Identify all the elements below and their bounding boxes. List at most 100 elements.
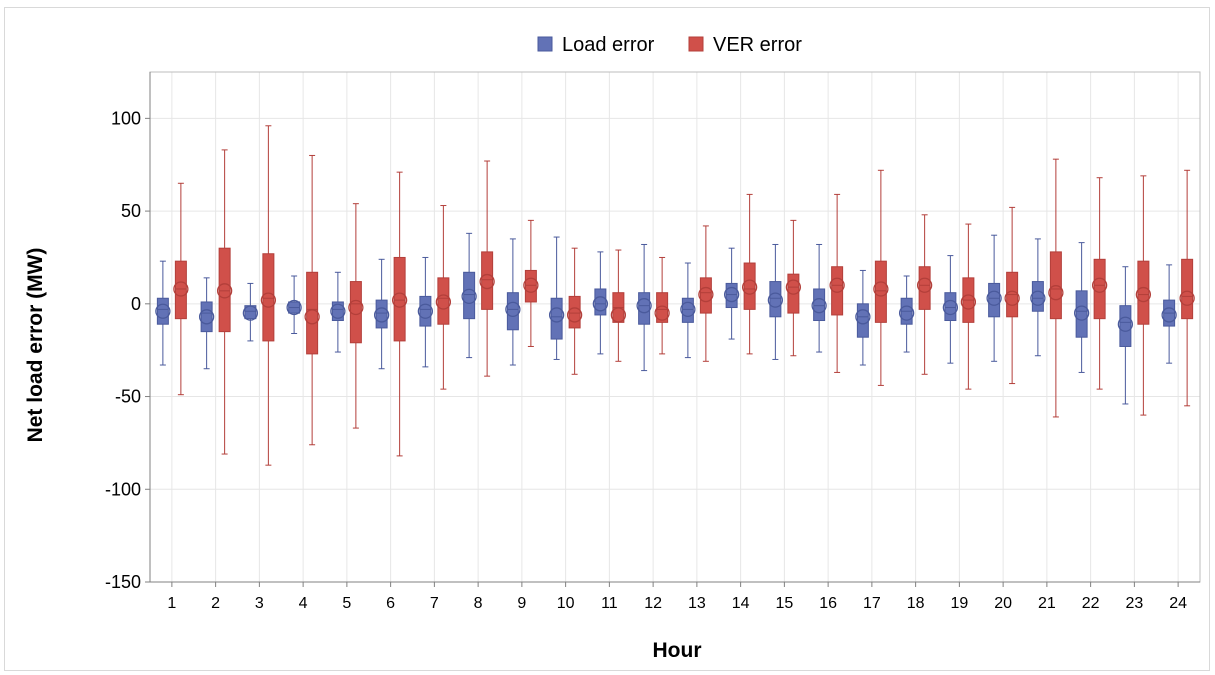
iqr-box (1137, 260, 1150, 325)
x-tick-label: 14 (732, 595, 750, 612)
iqr-box (725, 282, 738, 309)
iqr-box (856, 303, 869, 338)
mean-marker (198, 309, 215, 325)
x-tick-label: 11 (601, 595, 618, 612)
iqr-box (1093, 258, 1106, 320)
mean-marker (435, 294, 452, 310)
x-tick-label: 2 (211, 595, 220, 612)
iqr-box (831, 266, 844, 316)
box-ver-hour-13 (698, 225, 714, 362)
box-ver-hour-6 (391, 171, 408, 457)
mean-marker (898, 305, 915, 321)
iqr-box (944, 292, 957, 322)
mean-marker (1073, 305, 1090, 321)
iqr-box (349, 281, 362, 344)
mean-marker (548, 307, 565, 323)
iqr-box (568, 295, 581, 329)
mean-marker (216, 283, 233, 299)
x-tick-label: 5 (342, 595, 351, 612)
iqr-box (331, 301, 344, 322)
mean-marker (610, 307, 627, 323)
box-load-hour-16 (811, 243, 827, 353)
box-load-hour-22 (1073, 242, 1090, 373)
box-ver-hour-10 (566, 247, 583, 375)
iqr-box (918, 266, 931, 310)
iqr-box (437, 277, 450, 325)
x-tick-label: 21 (1038, 595, 1056, 612)
mean-marker (417, 303, 434, 319)
y-tick-label: -100 (105, 479, 141, 499)
iqr-box (481, 251, 494, 310)
x-tick-label: 4 (299, 595, 308, 612)
mean-marker (592, 296, 609, 312)
x-tick-label: 6 (386, 595, 395, 612)
legend-swatch (688, 36, 704, 52)
iqr-box (699, 277, 712, 314)
y-tick-label: 0 (131, 294, 141, 314)
box-ver-hour-11 (610, 249, 627, 362)
box-ver-hour-3 (260, 125, 277, 466)
mean-marker (286, 299, 302, 316)
box-ver-hour-12 (654, 256, 670, 355)
box-ver-hour-22 (1091, 177, 1108, 390)
mean-marker (479, 273, 495, 290)
mean-marker (505, 301, 521, 318)
iqr-box (506, 292, 519, 331)
box-load-hour-13 (680, 262, 696, 359)
x-tick-label: 16 (819, 595, 837, 612)
box-load-hour-15 (767, 243, 784, 360)
mean-marker (1135, 286, 1152, 303)
iqr-box (174, 260, 187, 320)
mean-marker (960, 294, 977, 310)
mean-marker (986, 290, 1002, 306)
box-load-hour-4 (286, 275, 302, 334)
box-ver-hour-20 (1004, 206, 1020, 385)
mean-marker (242, 305, 259, 321)
x-tick-label: 15 (775, 595, 793, 612)
box-load-hour-5 (330, 271, 346, 353)
y-tick-label: -50 (115, 387, 141, 407)
x-tick-label: 19 (950, 595, 968, 612)
box-ver-hour-7 (435, 205, 452, 390)
x-tick-label: 23 (1125, 595, 1143, 612)
mean-marker (155, 303, 171, 319)
legend-item-load-error: Load error (537, 34, 655, 56)
iqr-box (594, 288, 607, 316)
x-tick-label: 9 (517, 595, 526, 612)
mean-marker (916, 277, 933, 293)
iqr-box (1119, 305, 1132, 347)
mean-marker (785, 279, 802, 295)
box-ver-hour-4 (304, 154, 320, 446)
box-ver-hour-14 (741, 193, 758, 355)
box-ver-hour-19 (960, 223, 977, 390)
mean-marker (1030, 290, 1046, 306)
box-load-hour-20 (986, 234, 1002, 362)
x-axis-title: Hour (653, 639, 702, 662)
box-load-hour-8 (461, 232, 477, 359)
box-ver-hour-2 (216, 149, 233, 455)
iqr-box (1075, 290, 1088, 338)
box-ver-hour-1 (173, 182, 189, 396)
y-axis-title: Net load error (MW) (24, 248, 47, 443)
box-ver-hour-9 (523, 219, 539, 347)
box-load-hour-1 (155, 260, 171, 366)
box-load-hour-17 (855, 269, 871, 366)
iqr-box (218, 247, 231, 333)
box-load-hour-12 (636, 243, 652, 372)
iqr-box (769, 281, 782, 318)
iqr-box (813, 288, 826, 322)
y-axis: 100 50 0 -50 -100 -150 (105, 72, 151, 592)
box-ver-hour-8 (479, 160, 495, 377)
box-ver-hour-21 (1048, 158, 1064, 418)
iqr-box (375, 299, 388, 329)
box-load-hour-9 (505, 238, 521, 366)
y-tick-label: 50 (121, 201, 141, 221)
y-tick-label: 100 (111, 108, 141, 128)
iqr-box (988, 282, 1001, 318)
mean-marker (373, 307, 390, 323)
iqr-box (524, 269, 537, 303)
iqr-box (463, 271, 476, 320)
box-ver-hour-5 (348, 203, 364, 429)
mean-marker (829, 277, 845, 293)
series-ver-error (173, 125, 1195, 466)
